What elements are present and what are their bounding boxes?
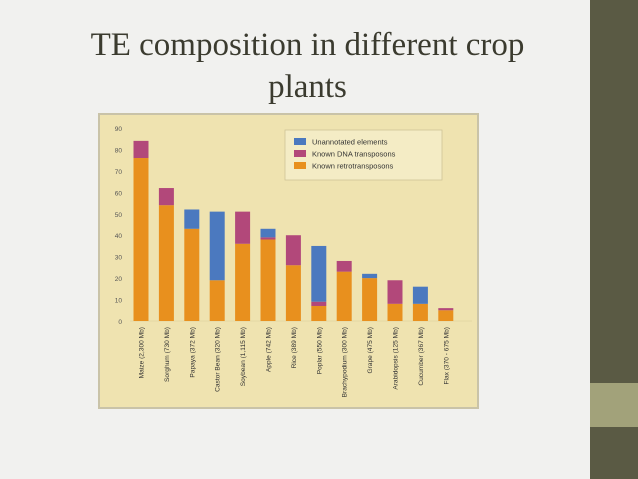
y-tick-label: 50 bbox=[115, 212, 123, 219]
y-tick-label: 10 bbox=[115, 298, 123, 305]
y-tick-label: 80 bbox=[115, 147, 123, 154]
bar-segment bbox=[362, 273, 378, 279]
x-category-label: Rice (389 Mb) bbox=[291, 327, 298, 368]
y-tick-label: 60 bbox=[115, 190, 123, 197]
bar-segment bbox=[438, 310, 454, 321]
x-category-label: Soybean (1,115 Mb) bbox=[240, 327, 247, 386]
bar-segment bbox=[158, 188, 174, 206]
legend-label: Unannotated elements bbox=[312, 138, 388, 147]
bar-segment bbox=[285, 235, 301, 266]
legend-box bbox=[284, 129, 443, 181]
x-category-label: Grape (475 Mb) bbox=[367, 327, 374, 374]
legend-label: Known DNA transposons bbox=[312, 150, 396, 159]
bar-segment bbox=[260, 237, 276, 240]
bar-segment bbox=[412, 286, 428, 304]
bar-segment bbox=[260, 239, 276, 321]
bar-segment bbox=[311, 301, 327, 306]
bar-segment bbox=[260, 228, 276, 238]
bar-segment bbox=[235, 243, 251, 321]
x-category-label: Brachypodium (300 Mb) bbox=[342, 327, 349, 397]
slide-sidebar-accent bbox=[590, 383, 638, 427]
bar-segment bbox=[158, 205, 174, 321]
bar-segment bbox=[336, 271, 352, 321]
x-category-label: Maize (2,300 Mb) bbox=[139, 327, 146, 378]
bar-segment bbox=[387, 303, 403, 321]
x-category-label: Flax (370 - 675 Mb) bbox=[443, 327, 450, 385]
x-category-label: Poplar (550 Mb) bbox=[316, 327, 323, 374]
bar-segment bbox=[285, 265, 301, 321]
bar-segment bbox=[387, 280, 403, 304]
bar-segment bbox=[133, 158, 149, 321]
x-category-label: Arabidopsis (125 Mb) bbox=[393, 327, 400, 390]
bar-segment bbox=[235, 211, 251, 244]
x-category-label: Cucumber (367 Mb) bbox=[418, 327, 425, 386]
x-category-label: Castor Bean (320 Mb) bbox=[215, 327, 222, 392]
bar-segment bbox=[209, 211, 225, 281]
bar-segment bbox=[184, 209, 200, 229]
legend-swatch bbox=[294, 162, 306, 169]
legend-swatch bbox=[294, 138, 306, 145]
stacked-bar-chart: 0 10 20 30 40 50 60 70 80 90 Maize (2,300 Mb) Sorgh… bbox=[115, 126, 472, 397]
y-tick-label: 90 bbox=[115, 126, 123, 133]
y-tick-label: 0 bbox=[118, 319, 122, 326]
x-category-label: Apple (742 Mb) bbox=[266, 327, 273, 372]
bar-segment bbox=[311, 245, 327, 302]
y-tick-label: 70 bbox=[115, 169, 123, 176]
y-tick-label: 20 bbox=[115, 276, 123, 283]
bar-segment bbox=[362, 278, 378, 321]
bar-segment bbox=[184, 228, 200, 321]
legend-swatch bbox=[294, 150, 306, 157]
legend-label: Known retrotransposons bbox=[312, 162, 394, 171]
bar-segment bbox=[438, 308, 454, 311]
x-category-label: Sorghum (730 Mb) bbox=[164, 327, 171, 382]
slide-title: TE composition in different crop plants bbox=[90, 27, 525, 105]
chart-frame: 0 10 20 30 40 50 60 70 80 90 Maize (2,300 Mb) Sorgh… bbox=[98, 113, 479, 409]
bar-segment bbox=[311, 305, 327, 321]
bar-segment bbox=[209, 280, 225, 321]
bar-segment bbox=[412, 303, 428, 321]
y-tick-label: 40 bbox=[115, 233, 123, 240]
y-tick-label: 30 bbox=[115, 255, 123, 262]
x-category-label: Papaya (372 Mb) bbox=[189, 327, 196, 378]
bar-segment bbox=[336, 260, 352, 272]
bar-segment bbox=[133, 140, 149, 159]
